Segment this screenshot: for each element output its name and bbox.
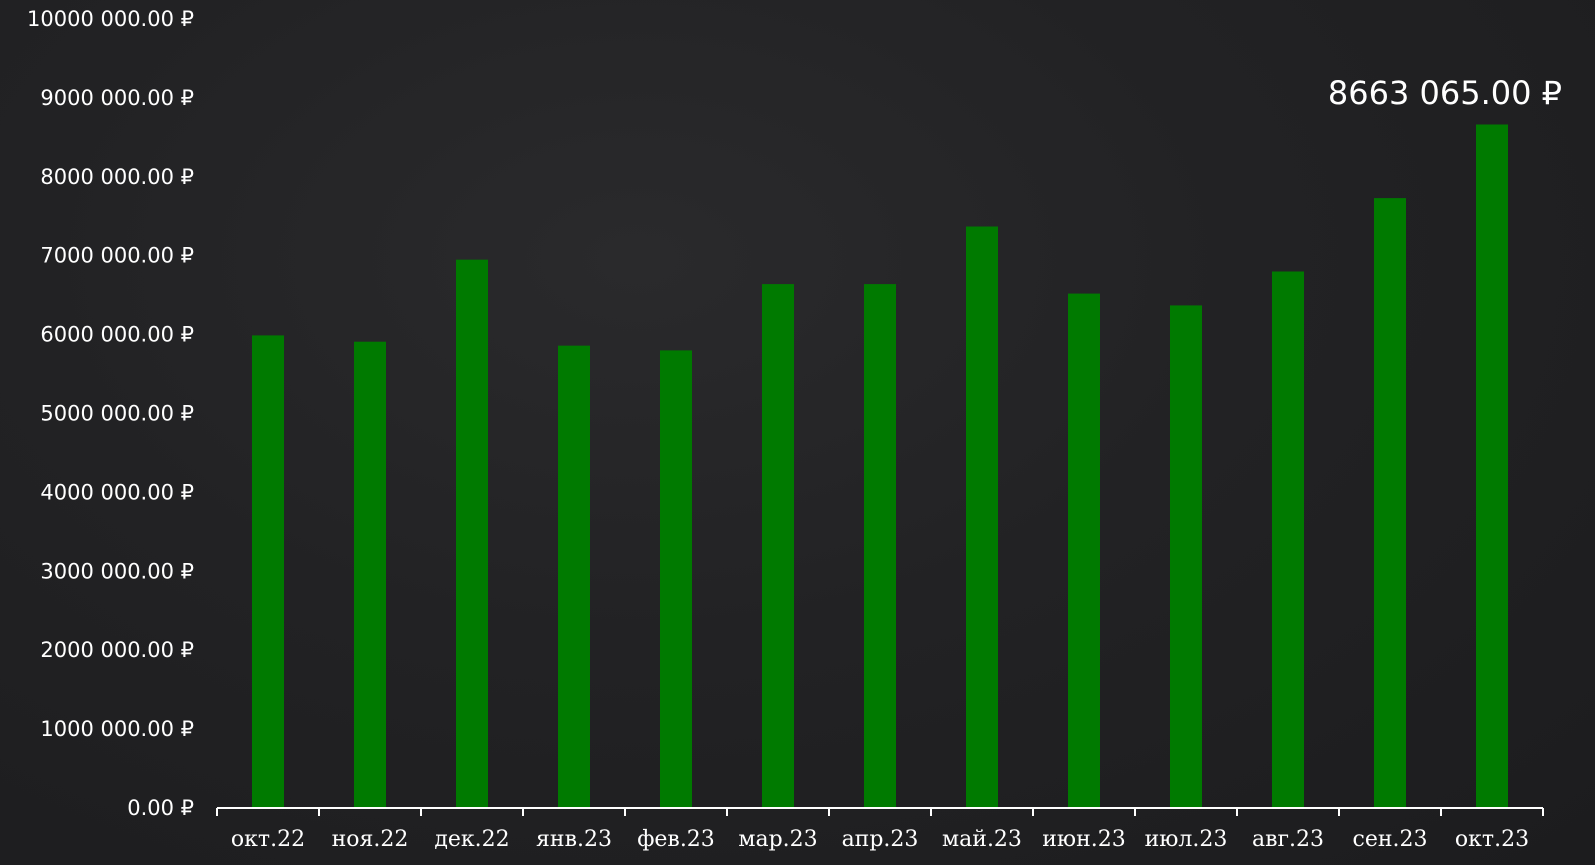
bar <box>354 341 386 808</box>
y-tick-label: 2000 000.00 ₽ <box>40 638 194 662</box>
bar <box>864 284 896 808</box>
bar <box>1068 293 1100 808</box>
y-tick-label: 6000 000.00 ₽ <box>40 323 194 347</box>
x-tick-label: мар.23 <box>738 827 817 852</box>
bar <box>456 259 488 808</box>
x-axis-ticks: окт.22 ноя.22 дек.22 янв.23 фев.23 мар.23 апр.… <box>231 827 1529 852</box>
y-tick-label: 4000 000.00 ₽ <box>40 480 194 504</box>
y-tick-label: 10000 000.00 ₽ <box>27 7 194 31</box>
x-tick-label: фев.23 <box>637 827 715 852</box>
bar <box>660 350 692 808</box>
x-axis <box>216 807 1544 816</box>
data-labels: 8663 065.00 ₽ <box>1328 74 1562 112</box>
x-tick-label: сен.23 <box>1353 827 1428 852</box>
x-tick-label: апр.23 <box>842 827 919 852</box>
x-tick-label: май.23 <box>942 827 1022 852</box>
bar <box>966 226 998 808</box>
y-tick-label: 5000 000.00 ₽ <box>40 402 194 426</box>
y-tick-label: 9000 000.00 ₽ <box>40 86 194 110</box>
bar <box>1272 271 1304 809</box>
data-label: 8663 065.00 ₽ <box>1328 74 1562 112</box>
y-tick-label: 3000 000.00 ₽ <box>40 559 194 583</box>
y-tick-label: 7000 000.00 ₽ <box>40 244 194 268</box>
bar <box>762 284 794 808</box>
x-tick-label: дек.22 <box>434 827 509 852</box>
y-axis-ticks: 0.00 ₽ 1000 000.00 ₽ 2000 000.00 ₽ 3000 000… <box>27 7 194 820</box>
bar <box>1170 305 1202 808</box>
y-tick-label: 8000 000.00 ₽ <box>40 165 194 189</box>
x-tick-label: ноя.22 <box>332 827 409 852</box>
x-tick-label: окт.23 <box>1455 827 1529 852</box>
bar <box>1374 198 1406 808</box>
x-tick-label: июл.23 <box>1145 827 1228 852</box>
bar <box>252 335 284 808</box>
x-tick-label: янв.23 <box>536 827 612 852</box>
y-tick-label: 1000 000.00 ₽ <box>40 717 194 741</box>
bar <box>558 345 590 808</box>
bar <box>1476 124 1508 808</box>
x-tick-label: июн.23 <box>1042 827 1125 852</box>
x-tick-label: авг.23 <box>1252 827 1324 852</box>
bars-group <box>252 124 1508 809</box>
y-tick-label: 0.00 ₽ <box>127 796 194 820</box>
x-tick-label: окт.22 <box>231 827 305 852</box>
